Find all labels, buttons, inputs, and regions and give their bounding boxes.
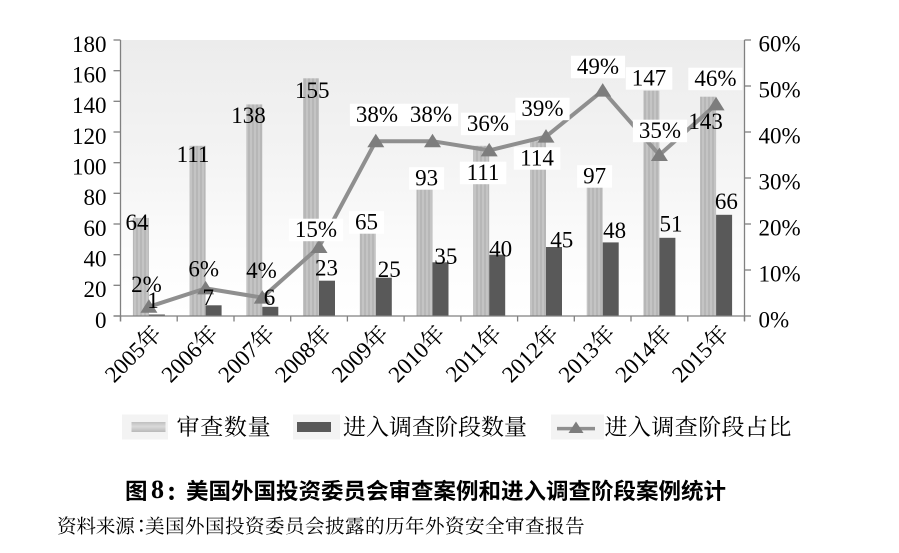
- svg-text:10%: 10%: [759, 262, 801, 287]
- svg-text:100: 100: [72, 155, 107, 180]
- svg-text:97: 97: [583, 164, 606, 189]
- svg-text:8: 8: [151, 475, 164, 504]
- svg-text:38%: 38%: [410, 102, 452, 127]
- svg-text:160: 160: [72, 63, 107, 88]
- svg-text:6%: 6%: [188, 257, 219, 282]
- svg-text:2%: 2%: [131, 272, 162, 297]
- svg-text:80: 80: [84, 185, 107, 210]
- svg-text:120: 120: [72, 124, 107, 149]
- svg-text:93: 93: [415, 166, 438, 191]
- svg-text:0%: 0%: [759, 308, 790, 333]
- svg-text:15%: 15%: [295, 217, 337, 242]
- svg-text:25: 25: [378, 257, 401, 282]
- svg-text:40: 40: [84, 247, 107, 272]
- svg-text:6: 6: [264, 285, 276, 310]
- svg-text:140: 140: [72, 93, 107, 118]
- svg-text:111: 111: [467, 160, 500, 185]
- svg-text:40%: 40%: [759, 124, 801, 149]
- svg-text:1: 1: [147, 288, 159, 313]
- svg-text:20%: 20%: [759, 216, 801, 241]
- svg-text:66: 66: [715, 189, 738, 214]
- svg-text:155: 155: [295, 78, 330, 103]
- svg-text:39%: 39%: [521, 96, 563, 121]
- svg-text:35: 35: [434, 244, 457, 269]
- svg-text:4%: 4%: [246, 258, 277, 283]
- svg-text:38%: 38%: [356, 102, 398, 127]
- svg-text:7: 7: [203, 285, 215, 310]
- svg-text:138: 138: [231, 103, 266, 128]
- svg-text:23: 23: [315, 256, 338, 281]
- svg-text:64: 64: [126, 210, 150, 235]
- svg-text:35%: 35%: [639, 118, 681, 143]
- svg-text:143: 143: [688, 109, 723, 134]
- svg-text:45: 45: [550, 228, 573, 253]
- svg-text:60%: 60%: [759, 32, 801, 57]
- svg-text:50%: 50%: [759, 78, 801, 103]
- svg-text:36%: 36%: [467, 111, 509, 136]
- svg-text:147: 147: [632, 66, 667, 91]
- svg-text:111: 111: [177, 142, 210, 167]
- svg-text:51: 51: [660, 212, 683, 237]
- svg-text:46%: 46%: [694, 66, 736, 91]
- svg-text:180: 180: [72, 32, 107, 57]
- svg-text:60: 60: [84, 216, 107, 241]
- svg-text:48: 48: [603, 218, 626, 243]
- svg-text:49%: 49%: [577, 54, 619, 79]
- svg-text:114: 114: [520, 146, 554, 171]
- svg-text:20: 20: [84, 277, 107, 302]
- svg-text:65: 65: [355, 210, 378, 235]
- svg-text:30%: 30%: [759, 170, 801, 195]
- svg-text:0: 0: [95, 308, 107, 333]
- svg-text:40: 40: [489, 237, 512, 262]
